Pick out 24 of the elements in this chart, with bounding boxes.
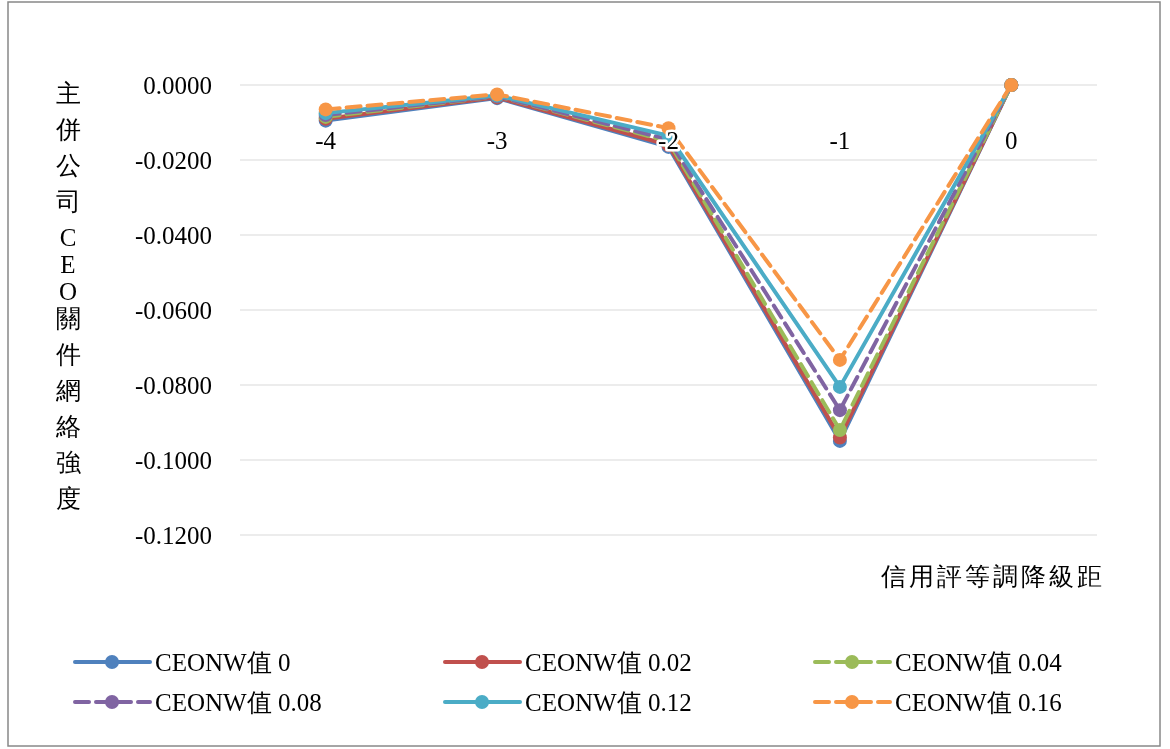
y-tick-label: -0.1000 [134, 447, 212, 474]
point [832, 423, 847, 437]
x-tick-label: 0 [1005, 127, 1018, 154]
y-tick-label: -0.1200 [134, 522, 212, 549]
y-tick-label: -0.0600 [134, 297, 212, 324]
y-tick-label: 0.0000 [143, 72, 212, 99]
y-tick-label: -0.0800 [134, 372, 212, 399]
legend-label: CEONW值 0.16 [895, 689, 1062, 716]
y-tick-label: -0.0200 [134, 147, 212, 174]
legend-label: CEONW值 0.08 [155, 689, 322, 716]
legend-label: CEONW值 0 [155, 649, 291, 676]
point [832, 352, 847, 367]
x-tick-label: -3 [486, 127, 508, 154]
point [318, 102, 333, 117]
point [832, 379, 847, 394]
y-tick-label: -0.0400 [134, 222, 212, 249]
x-axis-title: 信用評等調降級距 [881, 563, 1105, 590]
x-tick-label: -1 [829, 127, 851, 154]
point [832, 403, 847, 418]
legend-label: CEONW值 0.12 [525, 689, 692, 716]
text: 主併公司CEO關件網絡強度 [55, 80, 81, 512]
legend-label: CEONW值 0.02 [525, 649, 692, 676]
x-tick-label: -4 [315, 127, 337, 154]
legend-label: CEONW值 0.04 [895, 649, 1063, 676]
